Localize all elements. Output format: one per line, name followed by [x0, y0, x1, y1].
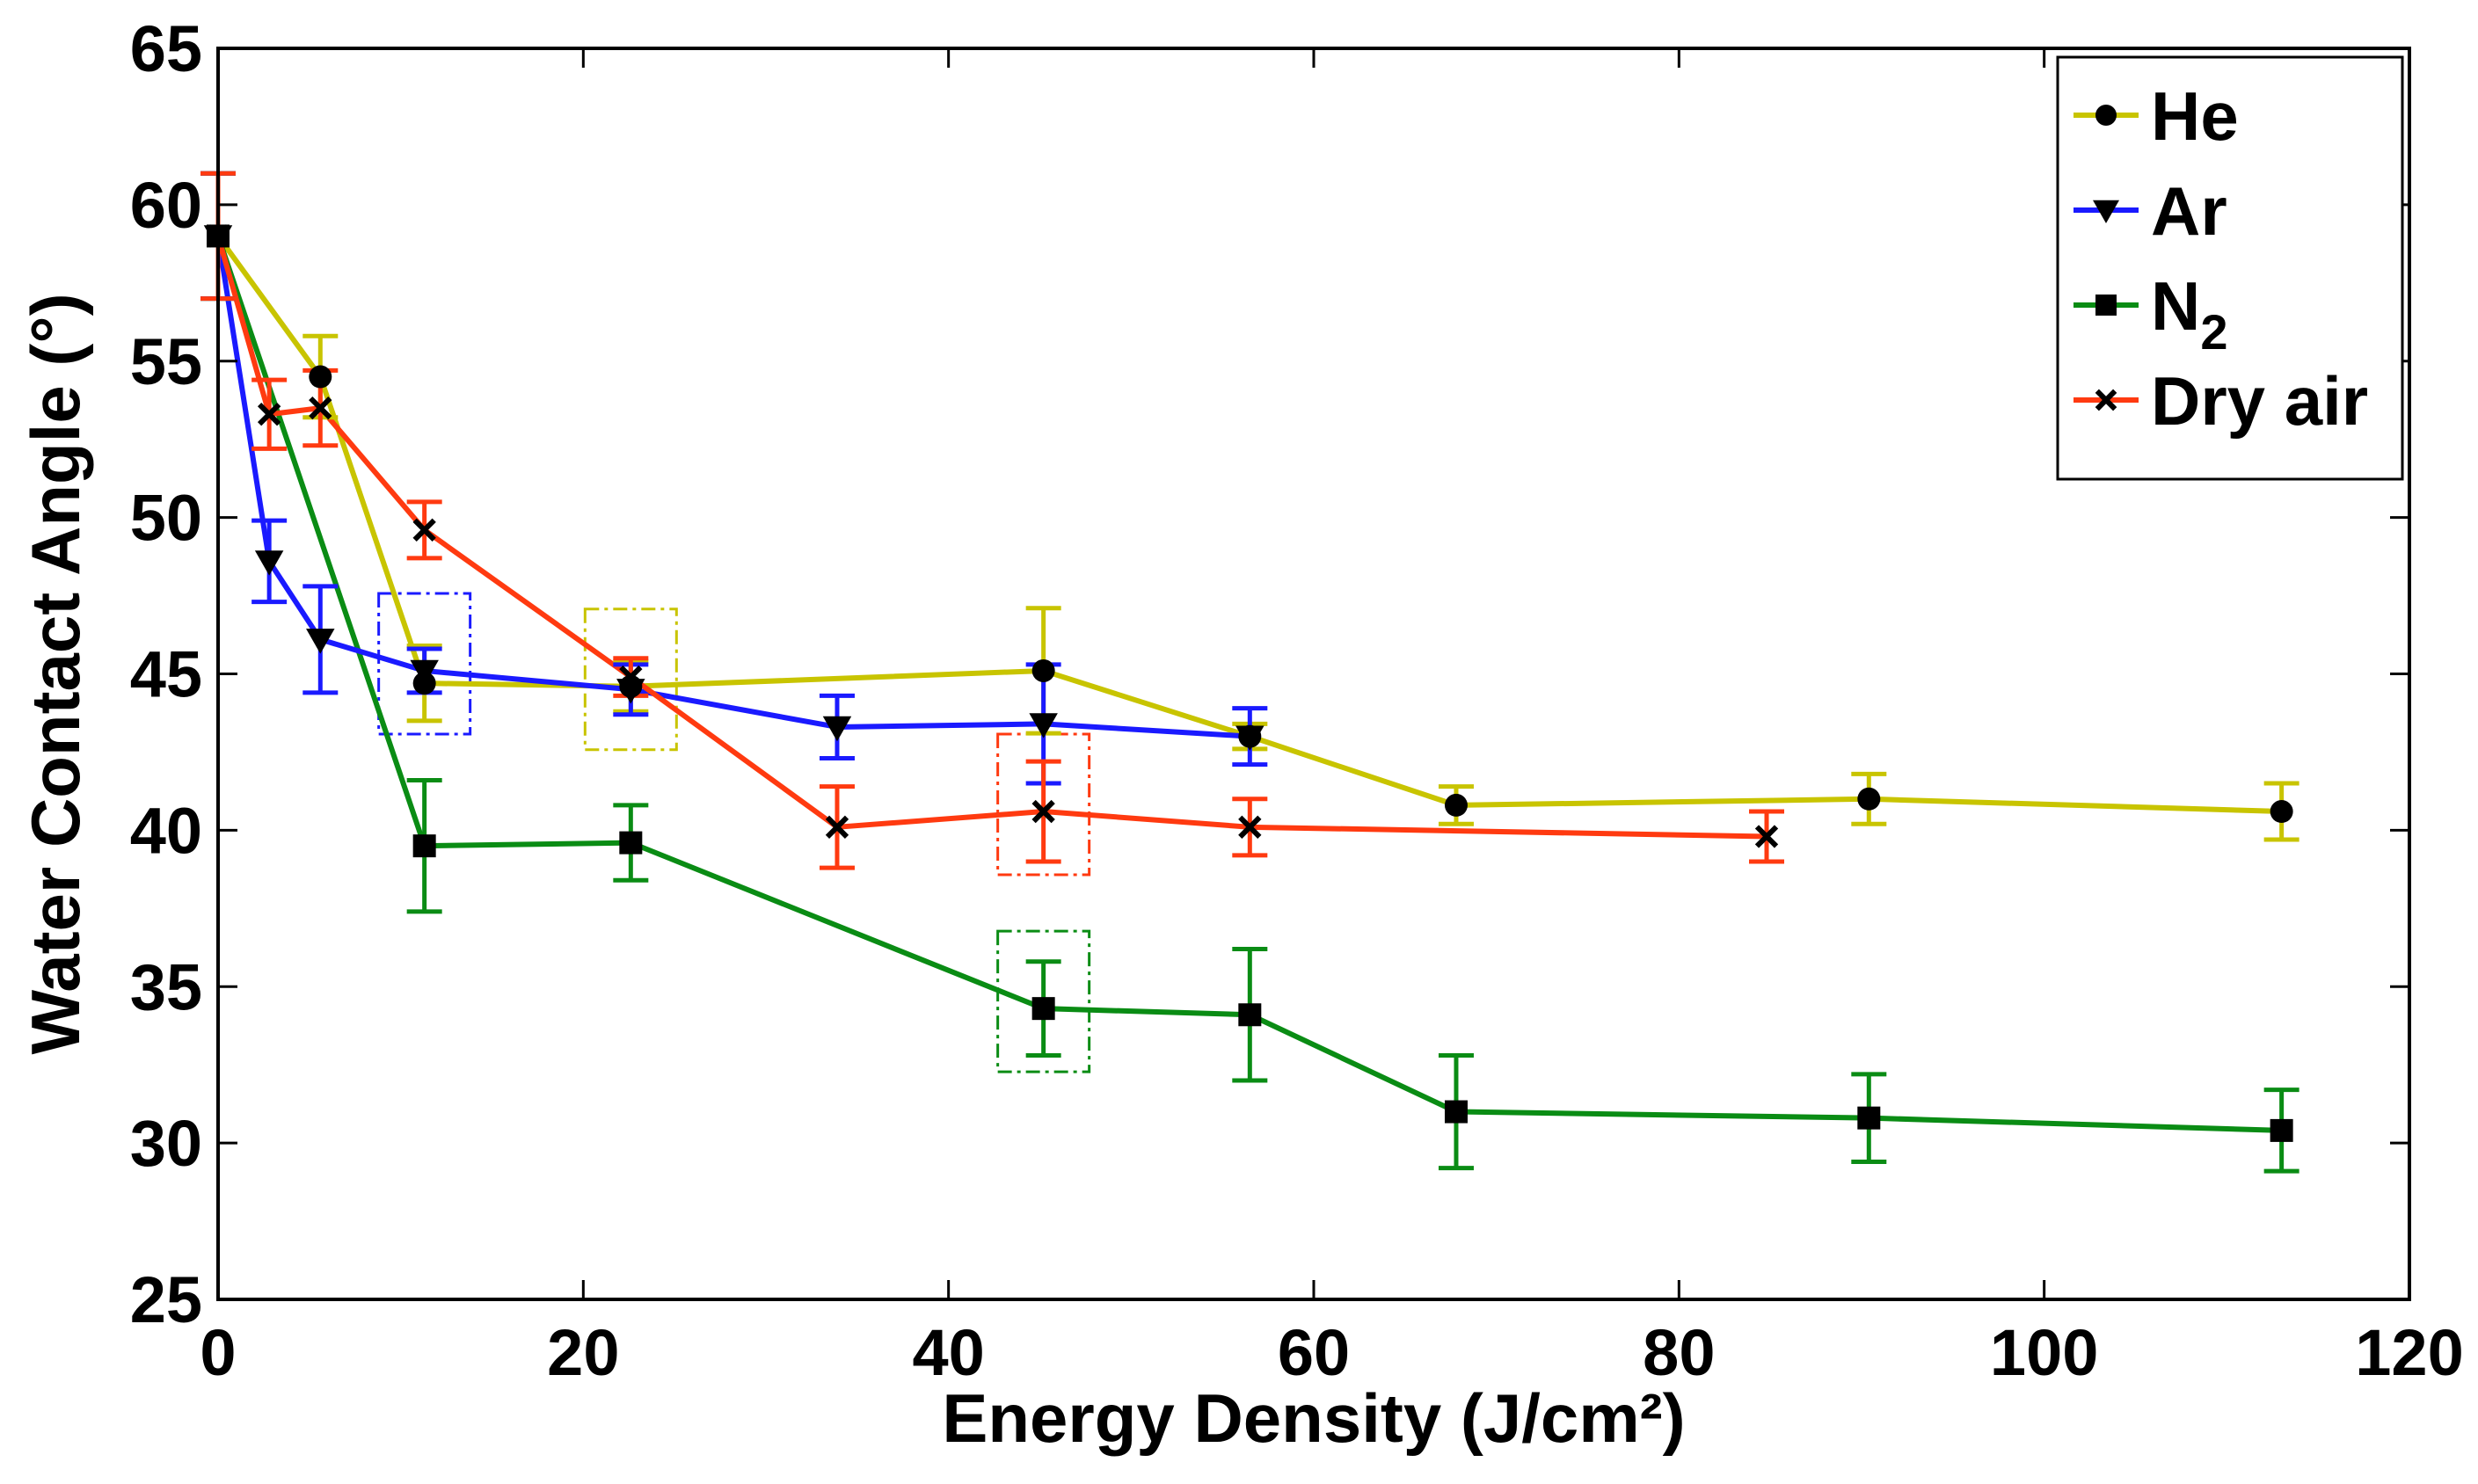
y-tick-label: 55	[130, 325, 202, 398]
y-tick-label: 60	[130, 169, 202, 242]
highlight-box	[996, 929, 1091, 1073]
legend-marker	[2095, 295, 2117, 316]
x-tick-label: 60	[1278, 1316, 1350, 1389]
data-point	[1029, 713, 1058, 738]
data-point	[619, 831, 643, 855]
y-tick-label: 50	[130, 482, 202, 555]
data-point	[306, 629, 335, 654]
data-point	[1238, 1003, 1262, 1027]
y-tick-label: 45	[130, 638, 202, 711]
x-tick-label: 120	[2355, 1316, 2463, 1389]
series-line	[215, 235, 1250, 739]
data-point	[257, 403, 281, 426]
data-point	[309, 365, 332, 389]
x-tick-label: 40	[913, 1316, 985, 1389]
data-point	[2270, 800, 2293, 824]
highlight-box	[996, 732, 1091, 877]
legend-label: He	[2151, 77, 2239, 155]
legend-label: Dry air	[2151, 362, 2368, 440]
data-point	[1857, 787, 1881, 811]
x-axis-label: Energy Density (J/cm²)	[942, 1379, 1685, 1457]
legend-marker	[2093, 200, 2119, 223]
y-tick-label: 40	[130, 794, 202, 867]
data-point	[1238, 815, 1262, 839]
data-point	[1031, 658, 1055, 682]
data-point	[412, 834, 436, 858]
data-point	[410, 659, 439, 686]
legend-label: Ar	[2151, 172, 2227, 250]
y-axis-label: Water Contact Angle (°)	[17, 293, 94, 1054]
legend-marker	[2095, 389, 2117, 411]
data-point	[1857, 1106, 1881, 1130]
highlight-box	[583, 607, 678, 752]
series-line	[215, 235, 1767, 840]
legend-label: N2	[2151, 267, 2228, 360]
data-point	[822, 716, 852, 742]
y-tick-label: 35	[130, 950, 202, 1023]
data-point	[1235, 725, 1265, 751]
x-tick-label: 100	[1990, 1316, 2098, 1389]
data-point	[1444, 793, 1468, 817]
data-point	[254, 550, 284, 576]
data-point	[1754, 825, 1779, 848]
data-point	[1031, 799, 1055, 824]
y-tick-label: 25	[130, 1263, 202, 1336]
y-tick-label: 65	[130, 12, 202, 85]
data-point	[309, 396, 332, 420]
highlight-box	[377, 592, 472, 736]
legend-marker	[2095, 105, 2117, 126]
series-line	[215, 235, 2282, 1133]
x-tick-label: 20	[547, 1316, 619, 1389]
y-tick-label: 30	[130, 1107, 202, 1180]
data-point	[825, 815, 849, 839]
data-point	[2270, 1118, 2293, 1142]
data-point	[1444, 1100, 1468, 1124]
data-point	[1031, 997, 1055, 1021]
axis-ticks: 0 20 40 60 80 100 120 25 30 35 40 45 50 55 60 65	[130, 12, 2464, 1389]
data-point	[619, 665, 643, 689]
x-tick-label: 0	[200, 1316, 236, 1389]
annotation-boxes	[377, 592, 1091, 1073]
x-tick-label: 80	[1643, 1316, 1715, 1389]
data-point	[412, 518, 436, 542]
